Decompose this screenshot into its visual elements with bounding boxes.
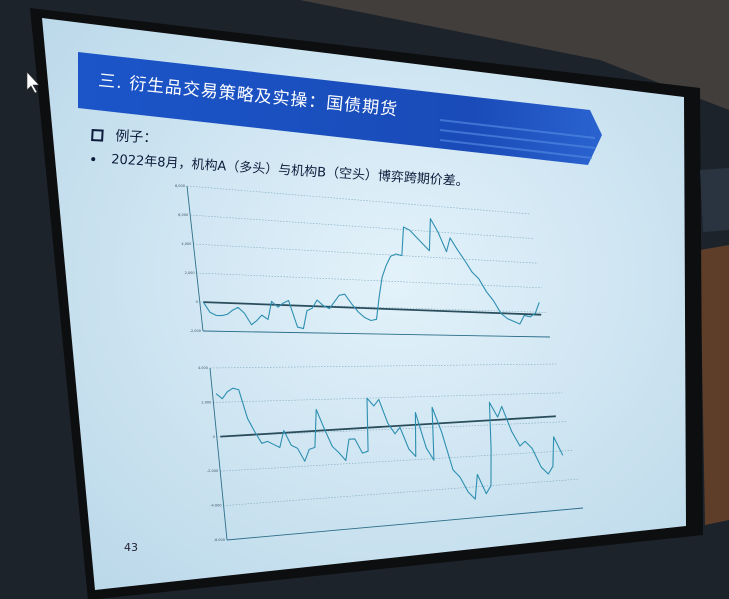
- trend-line: [203, 301, 542, 316]
- gridline: [186, 185, 531, 215]
- bullet-example: 例子：: [91, 124, 158, 148]
- series-line: [215, 387, 564, 500]
- y-axis: [209, 367, 228, 541]
- chart-1: 8,000 6,000 4,000 2,000 0 -2,000: [175, 184, 551, 338]
- y-tick-label: -4.000: [210, 504, 221, 508]
- y-tick-label: 2.000: [201, 400, 211, 404]
- gridline: [190, 214, 535, 239]
- chart-2: 4.000 2.000 0 -2.000 -4.000 -6.000: [198, 363, 584, 542]
- y-tick-label: -2.000: [207, 469, 218, 473]
- title-banner: [78, 52, 602, 165]
- series-line: [202, 218, 540, 330]
- mouse-cursor-icon: [26, 71, 40, 94]
- side-object: [700, 168, 729, 232]
- gridline: [209, 363, 558, 369]
- wall-wood: [700, 245, 729, 525]
- y-axis: [186, 185, 204, 332]
- gridline: [213, 392, 563, 403]
- y-tick-label: -2,000: [190, 329, 201, 333]
- page-number: 43: [124, 541, 138, 554]
- dot-bullet-icon: [91, 156, 96, 161]
- gridline: [196, 272, 543, 289]
- gridline: [220, 450, 573, 472]
- x-axis: [202, 330, 551, 338]
- square-bullet-icon: [91, 128, 104, 142]
- y-tick-label: 2,000: [185, 271, 195, 275]
- gridline: [223, 478, 578, 506]
- y-tick-label: -6.000: [214, 538, 225, 542]
- y-tick-label: 8,000: [175, 184, 185, 188]
- y-tick-label: 0: [213, 435, 215, 439]
- ceiling: [300, 0, 729, 110]
- slide: [42, 18, 686, 590]
- y-tick-label: 0: [196, 300, 198, 304]
- y-tick-label: 6,000: [178, 213, 188, 217]
- y-tick-label: 4.000: [198, 366, 208, 370]
- y-tick-label: 4,000: [181, 242, 191, 246]
- x-axis: [226, 507, 584, 541]
- gridline: [193, 243, 539, 264]
- bullet-example-text: 例子：: [114, 128, 158, 147]
- trend-line: [220, 415, 556, 438]
